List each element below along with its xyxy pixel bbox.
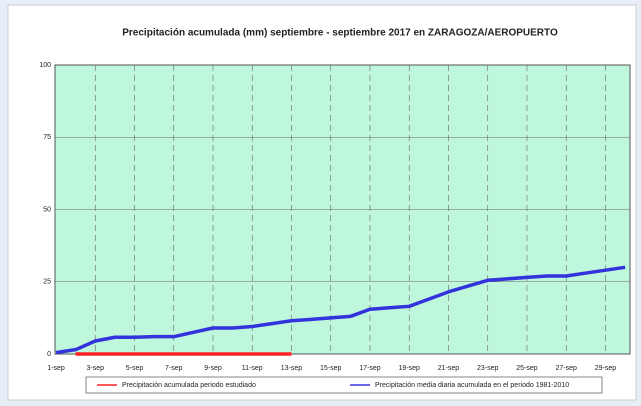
- x-tick-label: 21-sep: [438, 365, 460, 372]
- y-tick-label: 75: [43, 134, 51, 141]
- x-tick-label: 15-sep: [320, 365, 342, 372]
- x-tick-label: 29-sep: [595, 365, 617, 372]
- series-line: [55, 265, 626, 355]
- x-tick-label: 23-sep: [477, 365, 499, 372]
- x-tick-label: 13-sep: [281, 365, 303, 372]
- x-tick-label: 5-sep: [126, 365, 144, 372]
- y-tick-label: 100: [39, 62, 51, 69]
- y-tick-label: 50: [43, 206, 51, 213]
- x-tick-label: 9-sep: [204, 365, 222, 372]
- x-tick-label: 1-sep: [47, 365, 65, 372]
- chart-title: Precipitación acumulada (mm) septiembre …: [122, 28, 558, 39]
- legend-label: Precipitación media diaria acumulada en …: [375, 382, 569, 389]
- y-tick-label: 0: [47, 351, 51, 358]
- x-tick-label: 27-sep: [556, 365, 578, 372]
- x-tick-label: 19-sep: [399, 365, 421, 372]
- x-tick-label: 17-sep: [359, 365, 381, 372]
- x-tick-label: 3-sep: [86, 365, 104, 372]
- x-tick-label: 7-sep: [165, 365, 183, 372]
- x-tick-label: 25-sep: [516, 365, 538, 372]
- y-tick-label: 25: [43, 279, 51, 286]
- legend: [85, 376, 603, 394]
- x-tick-label: 11-sep: [242, 365, 263, 372]
- legend-label: Precipitación acumulada periodo estudiad…: [122, 382, 256, 389]
